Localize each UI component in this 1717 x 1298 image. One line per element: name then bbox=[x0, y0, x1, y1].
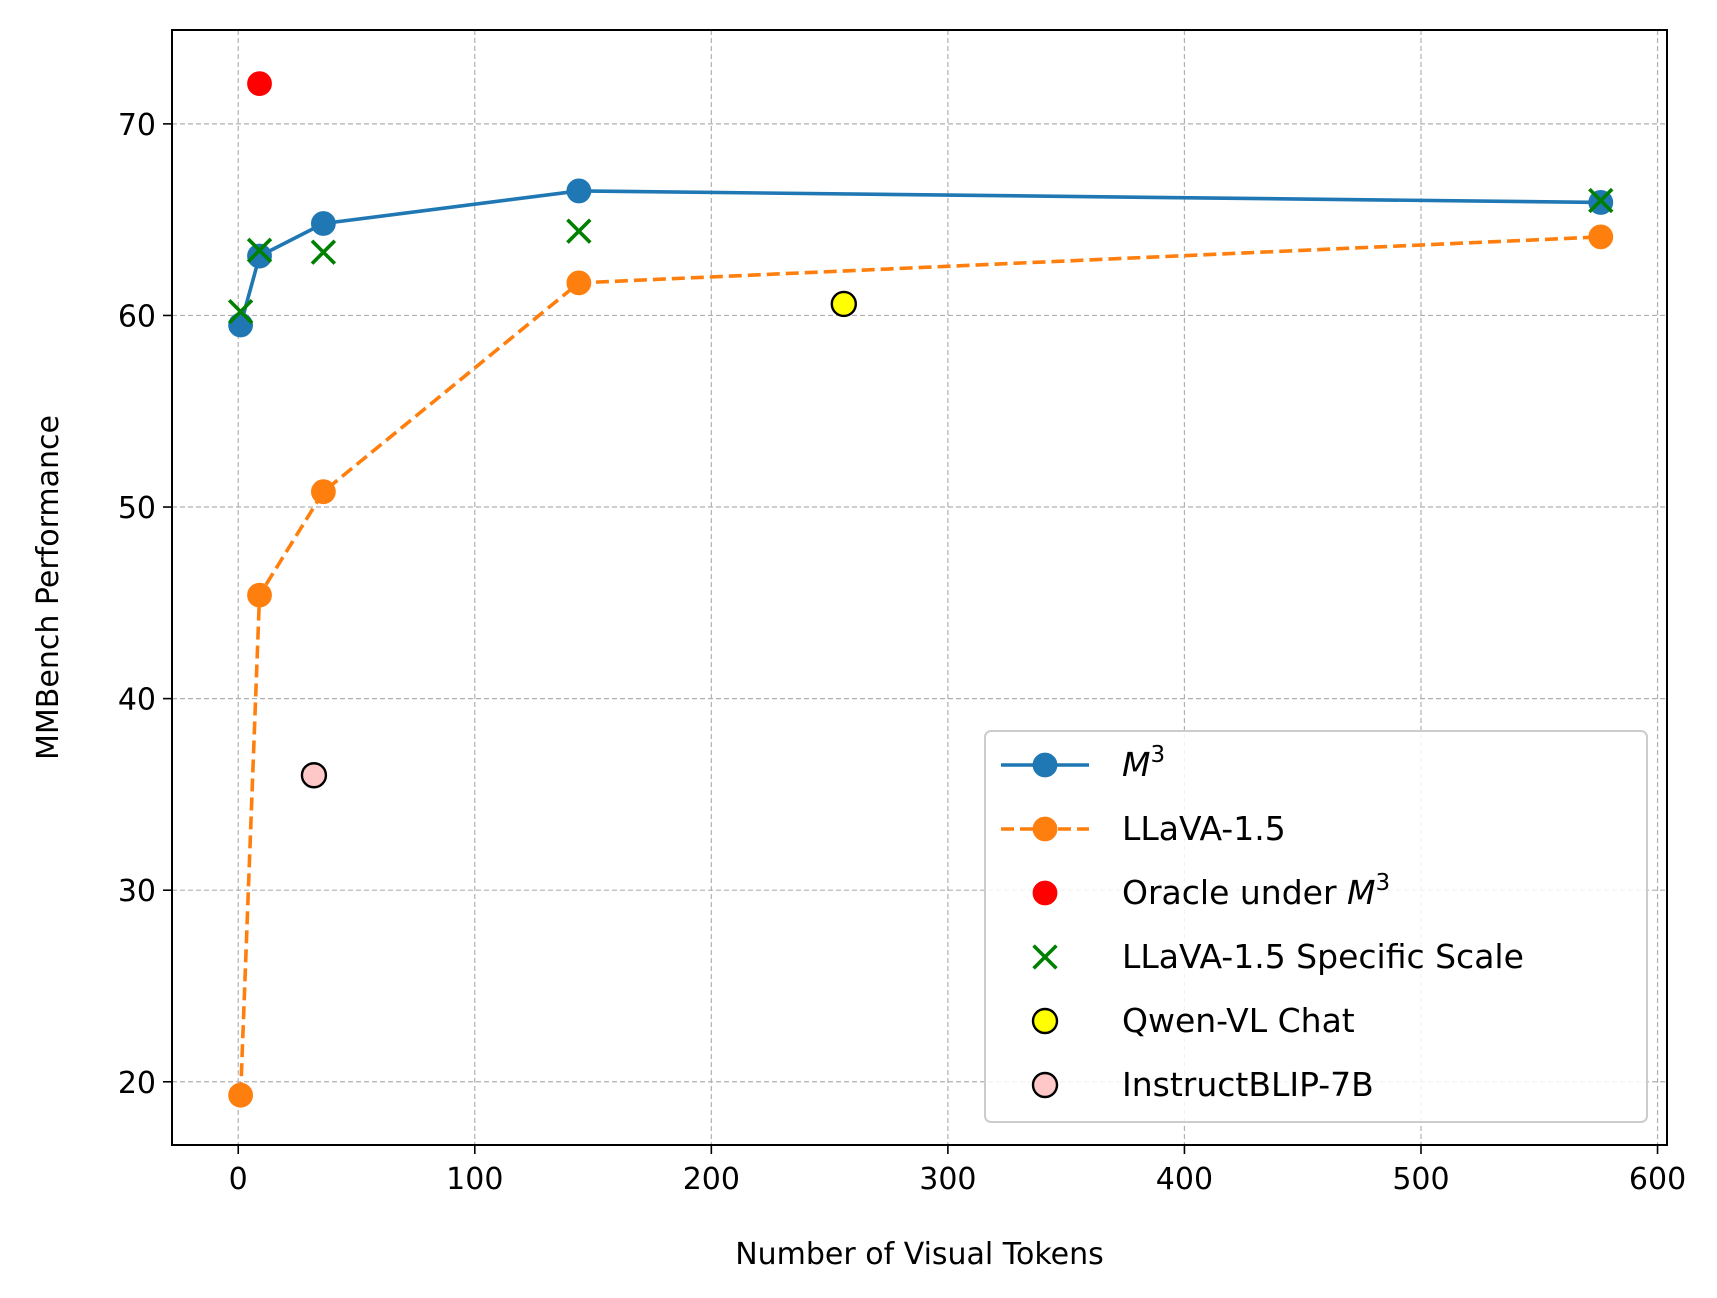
x-stroke bbox=[1588, 187, 1614, 214]
y-tick-label: 40 bbox=[118, 683, 156, 718]
legend-item-llava-1-5: LLaVA-1.5 bbox=[1001, 809, 1286, 848]
data-point bbox=[830, 290, 858, 318]
x-tick-label: 400 bbox=[1156, 1162, 1213, 1197]
legend-label: LLaVA-1.5 bbox=[1122, 809, 1286, 848]
y-tick-label: 50 bbox=[118, 491, 156, 526]
data-point bbox=[227, 298, 254, 325]
x-tick-label: 600 bbox=[1629, 1162, 1686, 1197]
y-tick-label: 20 bbox=[118, 1066, 156, 1101]
data-point bbox=[310, 479, 336, 505]
legend-label: LLaVA-1.5 Specific Scale bbox=[1122, 937, 1524, 976]
x-stroke bbox=[1032, 944, 1058, 970]
data-point bbox=[300, 762, 328, 789]
data-point bbox=[566, 218, 592, 244]
data-point bbox=[228, 1082, 253, 1108]
legend-item-oracle-under-m: Oracle under M3 bbox=[1032, 870, 1390, 912]
legend-label-text: Oracle under bbox=[1122, 873, 1347, 912]
legend-label: Qwen-VL Chat bbox=[1122, 1001, 1355, 1040]
data-point bbox=[310, 239, 337, 265]
data-point bbox=[246, 237, 273, 263]
data-series bbox=[227, 71, 1614, 1108]
legend-marker bbox=[1032, 880, 1058, 906]
legend-label-math: M bbox=[1347, 873, 1375, 912]
legend-label-math: M bbox=[1122, 745, 1150, 784]
y-tick-label: 70 bbox=[118, 108, 156, 143]
series-m bbox=[228, 178, 1614, 338]
plot-frame bbox=[171, 29, 1668, 1146]
legend-marker bbox=[1032, 816, 1058, 842]
legend-marker bbox=[1031, 1007, 1059, 1035]
legend-marker bbox=[1032, 944, 1058, 970]
x-stroke bbox=[227, 298, 254, 325]
legend-marker bbox=[1031, 1071, 1059, 1099]
series-llava-1-5-specific-scale bbox=[227, 187, 1614, 325]
x-stroke bbox=[310, 239, 337, 265]
legend-label: Oracle under M3 bbox=[1122, 870, 1390, 912]
data-point bbox=[1588, 224, 1614, 250]
data-point bbox=[228, 312, 253, 338]
data-point bbox=[310, 211, 336, 236]
legend-label: M3 bbox=[1122, 742, 1165, 784]
legend-label-superscript: 3 bbox=[1150, 742, 1165, 768]
y-tick-label: 60 bbox=[118, 299, 156, 334]
data-point bbox=[247, 243, 272, 269]
axis-ticks: 0 100 200 300 400 500 600 20 30 40 50 60 70 bbox=[118, 108, 1686, 1197]
legend-item-llava-1-5-specific-scale: LLaVA-1.5 Specific Scale bbox=[1032, 937, 1524, 976]
series-instructblip-7b bbox=[300, 762, 328, 789]
legend-item-instructblip-7b: InstructBLIP-7B bbox=[1031, 1065, 1374, 1104]
x-tick-label: 200 bbox=[683, 1162, 740, 1197]
legend-item-qwen-vl-chat: Qwen-VL Chat bbox=[1031, 1001, 1355, 1040]
data-point bbox=[566, 178, 592, 204]
data-point bbox=[1588, 187, 1614, 214]
series-llava-1-5 bbox=[228, 224, 1614, 1108]
y-axis-label: MMBench Performance bbox=[31, 415, 66, 760]
legend-label: InstructBLIP-7B bbox=[1122, 1065, 1374, 1104]
x-tick-label: 300 bbox=[919, 1162, 976, 1197]
x-stroke bbox=[566, 218, 592, 244]
series-line bbox=[238, 189, 1601, 326]
data-point bbox=[566, 270, 592, 296]
x-stroke bbox=[246, 237, 273, 263]
x-axis-label: Number of Visual Tokens bbox=[735, 1237, 1104, 1272]
series-qwen-vl-chat bbox=[830, 290, 858, 318]
x-tick-label: 500 bbox=[1392, 1162, 1449, 1197]
legend-item-m: M3 bbox=[1001, 742, 1165, 784]
series-line bbox=[238, 235, 1601, 1096]
y-tick-label: 30 bbox=[118, 874, 156, 909]
data-point bbox=[247, 582, 272, 608]
legend-label-superscript: 3 bbox=[1376, 870, 1391, 896]
x-tick-label: 100 bbox=[446, 1162, 503, 1197]
data-point bbox=[247, 71, 272, 97]
legend-box bbox=[984, 730, 1648, 1123]
series-oracle-under-m bbox=[247, 71, 272, 97]
x-tick-label: 0 bbox=[229, 1162, 248, 1197]
legend-marker bbox=[1032, 752, 1058, 778]
